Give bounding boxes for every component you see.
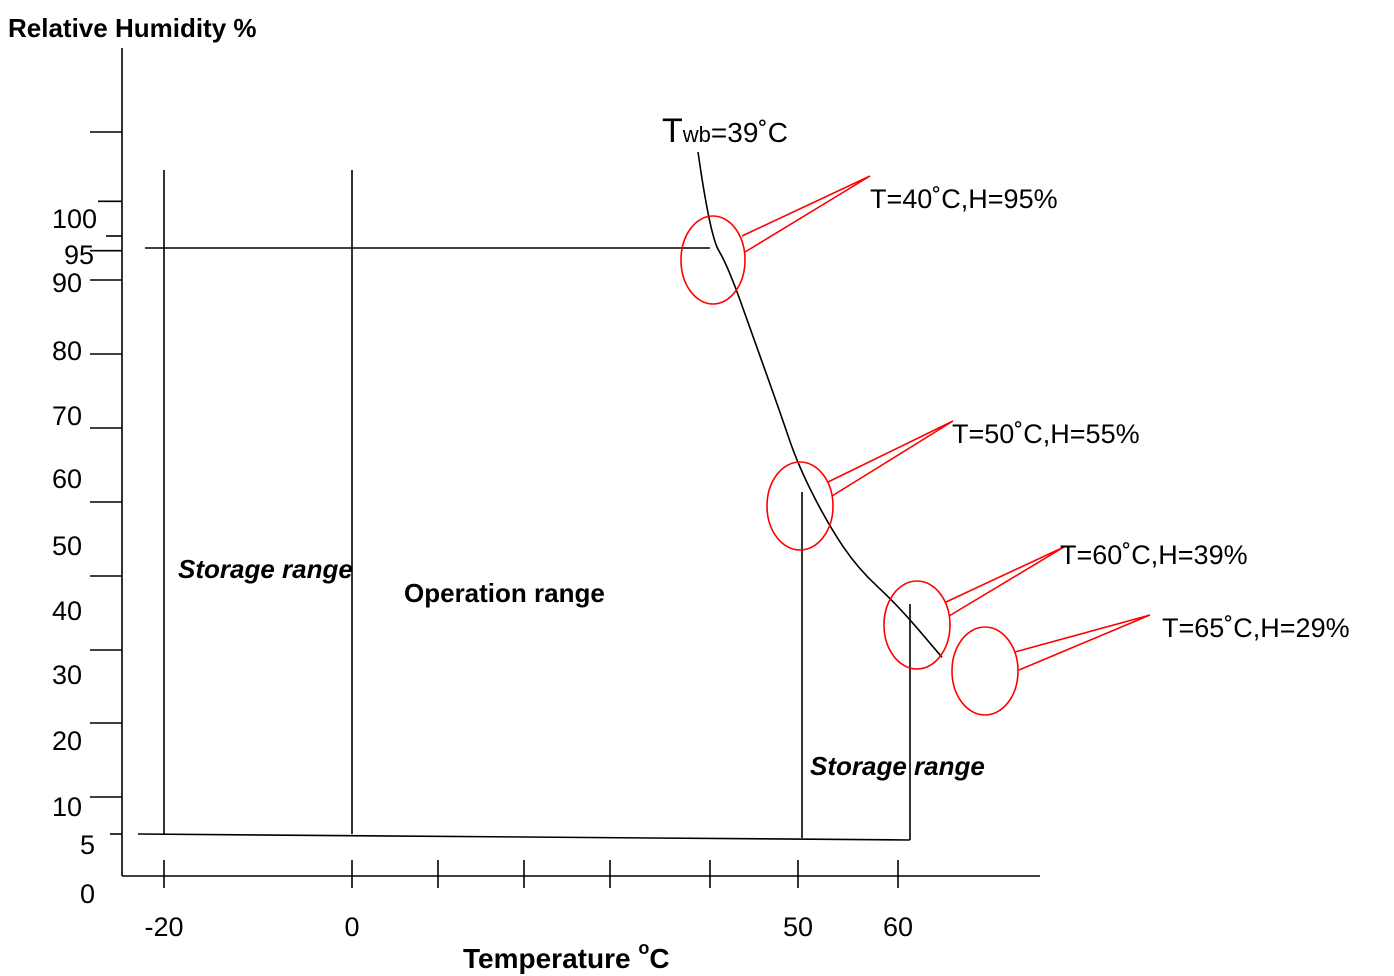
callout-ellipse-1 — [766, 461, 834, 551]
callout-pointer-1 — [827, 420, 954, 497]
y-tick-label-20: 20 — [52, 726, 82, 756]
curve-label-main: T — [662, 112, 683, 150]
y-tick-label-80: 80 — [52, 336, 82, 366]
storage-range-right-label: Storage range — [810, 751, 985, 781]
callout-label-0: T=40˚C,H=95% — [870, 184, 1058, 214]
callout-pointer-3 — [1014, 614, 1151, 671]
y-tick-label-10: 10 — [52, 792, 82, 822]
y-axis-title: Relative Humidity % — [8, 13, 257, 43]
x-tick-label-50: 50 — [783, 912, 813, 942]
callout-label-3: T=65˚C,H=29% — [1162, 613, 1350, 643]
x-tick-label-0: 0 — [344, 912, 359, 942]
y-tick-label-70: 70 — [52, 401, 82, 431]
x-ticks: -20 0 50 60 — [144, 860, 913, 942]
x-axis-title-main: Temperature — [463, 943, 638, 974]
y-tick-label-30: 30 — [52, 660, 82, 690]
callout-ellipse-2 — [883, 580, 951, 670]
operation-range-label: Operation range — [404, 578, 605, 608]
y-tick-label-90: 90 — [52, 268, 82, 298]
curve-label-rest: =39˚C — [711, 117, 788, 148]
x-axis-title: Temperature oC — [463, 938, 670, 974]
humidity-5-line — [137, 833, 911, 841]
x-axis-title-unit: C — [649, 943, 669, 974]
y-tick-label-0: 0 — [80, 879, 95, 909]
callout-pointer-2 — [945, 546, 1065, 617]
callout-ellipse-0 — [680, 215, 746, 305]
storage-range-left-label: Storage range — [178, 554, 353, 584]
y-tick-label-95: 95 — [64, 240, 94, 270]
y-tick-label-100: 100 — [52, 204, 97, 234]
y-tick-label-5: 5 — [80, 830, 95, 860]
callout-pointer-0 — [741, 175, 871, 253]
curve-label-sub: wb — [682, 122, 711, 147]
callout-label-2: T=60˚C,H=39% — [1060, 540, 1248, 570]
y-tick-label-50: 50 — [52, 531, 82, 561]
y-tick-label-60: 60 — [52, 464, 82, 494]
callout-label-1: T=50˚C,H=55% — [952, 419, 1140, 449]
callouts: T=40˚C,H=95% T=50˚C,H=55% T=60˚C,H=39% T=65… — [680, 175, 1350, 716]
callout-ellipse-3 — [951, 626, 1019, 716]
x-tick-label-60: 60 — [883, 912, 913, 942]
x-tick-label--20: -20 — [144, 912, 183, 942]
y-tick-label-40: 40 — [52, 596, 82, 626]
x-axis-title-sup: o — [638, 938, 649, 958]
curve-label: Twb=39˚C — [662, 112, 788, 150]
wet-bulb-curve — [697, 151, 943, 658]
